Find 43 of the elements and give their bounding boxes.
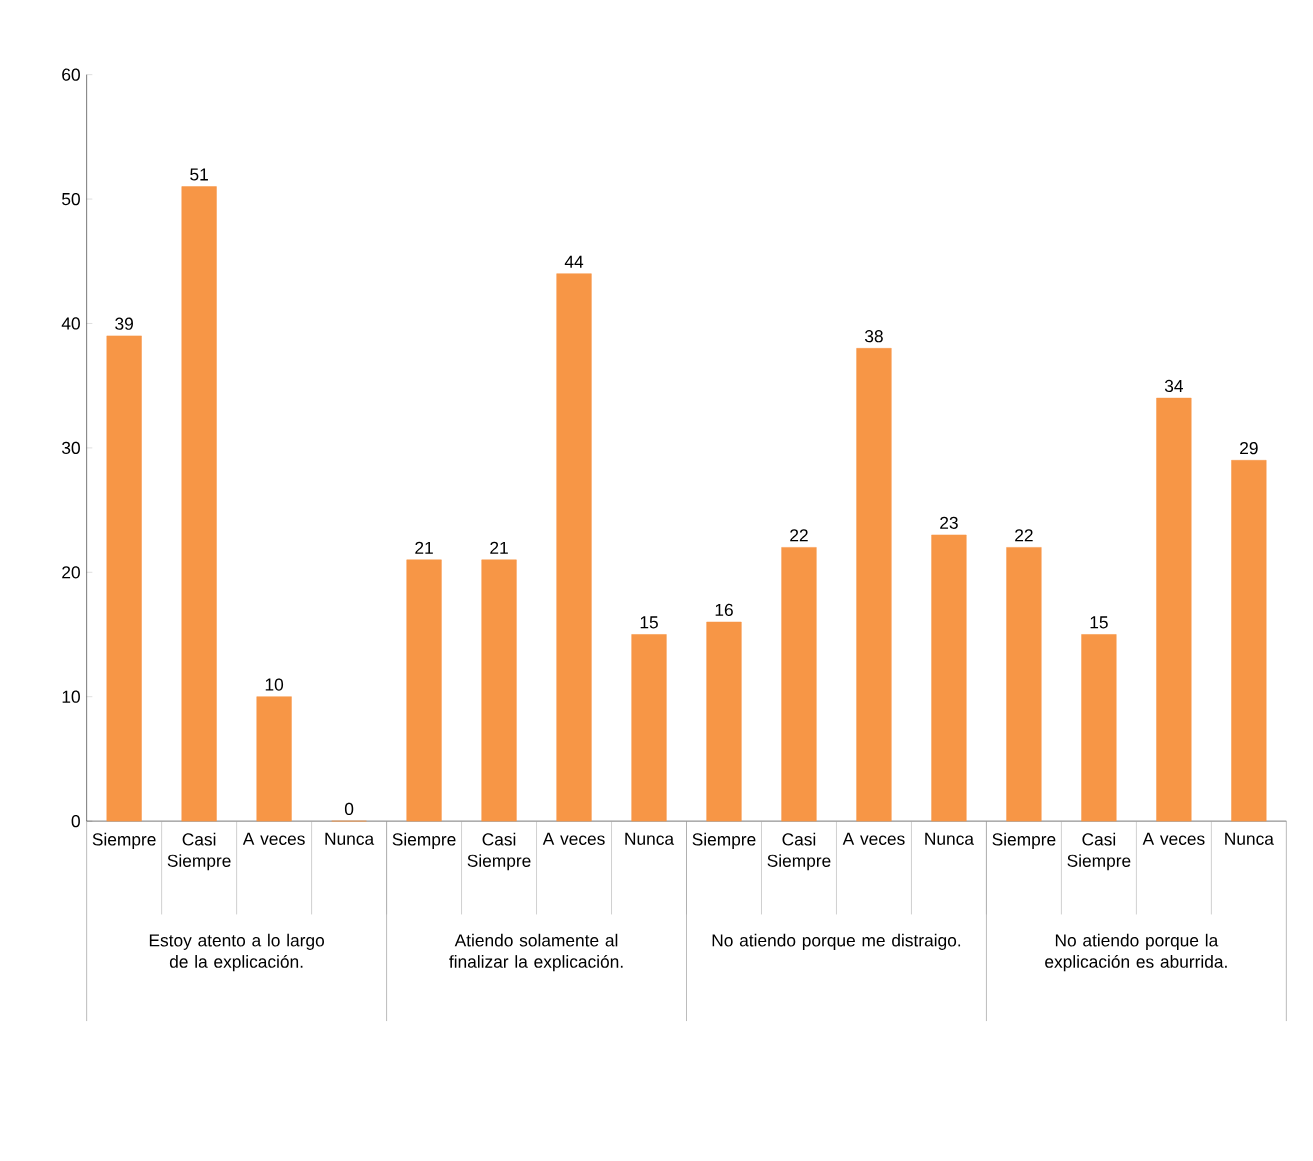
data-label: 44 (564, 255, 584, 268)
text: No atiendo porque la explicación es aburrida. (1045, 933, 1227, 972)
x-tick-label: Casi Siempre (167, 832, 231, 871)
x-tick-label: Casi Siempre (767, 832, 831, 871)
data-label: 23 (940, 516, 958, 529)
y-tick-label: 40 (61, 317, 80, 330)
x-tick-label: Siempre (92, 832, 156, 849)
x-tick-label: Casi Siempre (467, 832, 531, 871)
text: Estoy atento a lo largo de la explicación. (149, 933, 324, 972)
data-label: 15 (640, 616, 658, 629)
y-tick-label: 20 (62, 566, 80, 579)
data-label: 22 (790, 529, 808, 542)
data-label: 16 (715, 603, 733, 616)
y-tick-label: 0 (71, 814, 80, 828)
data-label: 15 (1090, 616, 1108, 629)
data-label: 51 (190, 168, 208, 181)
y-tick-label: 30 (62, 441, 80, 454)
data-label: 21 (490, 541, 508, 554)
data-label: 29 (1240, 442, 1258, 455)
x-tick-label: A veces (242, 832, 305, 845)
data-label: 21 (415, 541, 433, 554)
x-tick-label: Nunca (925, 832, 974, 845)
data-label: 34 (1164, 379, 1184, 393)
x-tick-label: Siempre (992, 832, 1056, 849)
x-tick-label: A veces (1142, 832, 1205, 845)
x-tick-label: Nunca (1225, 832, 1274, 845)
data-label: 22 (1015, 529, 1033, 542)
x-tick-label: Nunca (625, 832, 675, 845)
data-label: 38 (864, 330, 883, 343)
data-label: 10 (265, 678, 284, 691)
x-tick-label: Siempre (392, 832, 456, 849)
x-tick-label: Siempre (692, 832, 756, 849)
x-tick-label: A veces (542, 832, 605, 845)
text: Atiendo solamente al finalizar la explicación. (449, 933, 623, 972)
y-tick-label: 50 (62, 192, 80, 206)
y-tick-label: 60 (62, 68, 80, 81)
x-tick-label: Casi Siempre (1067, 832, 1131, 871)
data-label: 39 (115, 317, 133, 330)
y-tick-label: 10 (62, 690, 80, 703)
x-tick-label: Nunca (325, 832, 375, 845)
data-label: 0 (344, 802, 354, 816)
text: No atiendo porque me distraigo. (712, 933, 961, 950)
x-tick-label: A veces (842, 832, 905, 845)
